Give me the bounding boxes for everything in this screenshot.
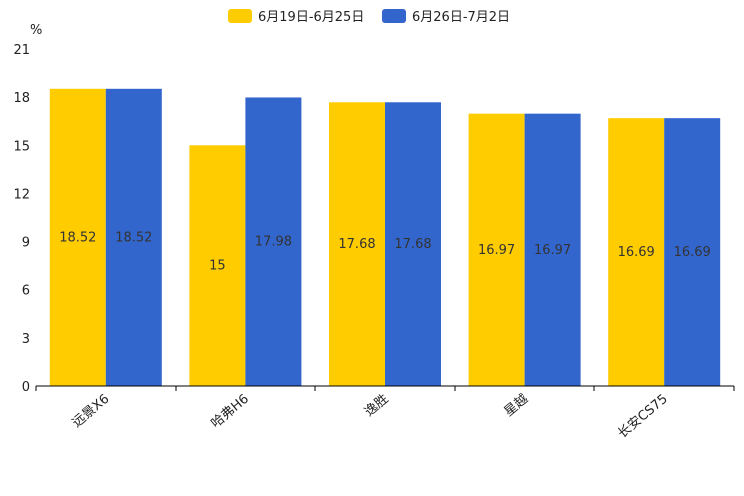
bar-series1-2[interactable] (189, 145, 246, 386)
bar-series2-1[interactable] (105, 88, 162, 386)
y-tick-label-7: 21 (13, 43, 30, 58)
bar-series2-5[interactable] (664, 118, 721, 387)
legend-swatch-1[interactable] (228, 9, 252, 23)
bar-series2-4[interactable] (524, 113, 581, 386)
data-label-series2-3: 17.68 (394, 237, 431, 252)
x-axis: 远景X6 哈弗H6 逸胜 星越 长安CS75 (35, 385, 735, 442)
bar-series1-5[interactable] (608, 118, 665, 387)
y-tick-label-3: 9 (22, 236, 30, 251)
legend-swatch-2[interactable] (382, 9, 406, 23)
bar-series1-3[interactable] (329, 102, 385, 387)
category-label-5: 长安CS75 (615, 392, 671, 442)
y-tick-label-1: 3 (22, 332, 30, 347)
data-label-series2-1: 18.52 (115, 230, 152, 245)
y-axis: 0 3 6 9 12 15 18 21 (13, 43, 30, 395)
bars: 18.52 18.52 15 17.98 17.68 17.68 16.97 16.97 16.… (49, 88, 721, 387)
legend-label-1[interactable]: 6月19日-6月25日 (258, 10, 364, 25)
data-label-series1-1: 18.52 (59, 230, 96, 245)
legend-label-2[interactable]: 6月26日-7月2日 (412, 10, 510, 25)
data-label-series2-5: 16.69 (674, 245, 711, 260)
y-tick-label-0: 0 (22, 380, 30, 395)
data-label-series2-4: 16.97 (534, 243, 571, 258)
category-label-4: 星越 (502, 392, 532, 420)
y-tick-label-5: 15 (13, 139, 30, 154)
category-label-1: 远景X6 (70, 392, 113, 431)
category-label-3: 逸胜 (362, 392, 392, 420)
category-label-2: 哈弗H6 (209, 392, 252, 432)
y-tick-label-2: 6 (22, 284, 30, 299)
y-axis-unit-label: % (30, 23, 42, 38)
data-label-series1-2: 15 (209, 259, 226, 274)
bar-series2-2[interactable] (245, 97, 302, 386)
legend: 6月19日-6月25日 6月26日-7月2日 (228, 9, 510, 25)
data-label-series1-5: 16.69 (618, 245, 655, 260)
data-label-series1-4: 16.97 (478, 243, 515, 258)
data-label-series2-2: 17.98 (255, 235, 292, 250)
y-tick-label-4: 12 (13, 187, 30, 202)
bar-series1-1[interactable] (49, 88, 106, 386)
data-label-series1-3: 17.68 (338, 237, 375, 252)
bar-series2-3[interactable] (385, 102, 441, 387)
y-tick-label-6: 18 (13, 91, 30, 106)
bar-series1-4[interactable] (468, 113, 525, 386)
